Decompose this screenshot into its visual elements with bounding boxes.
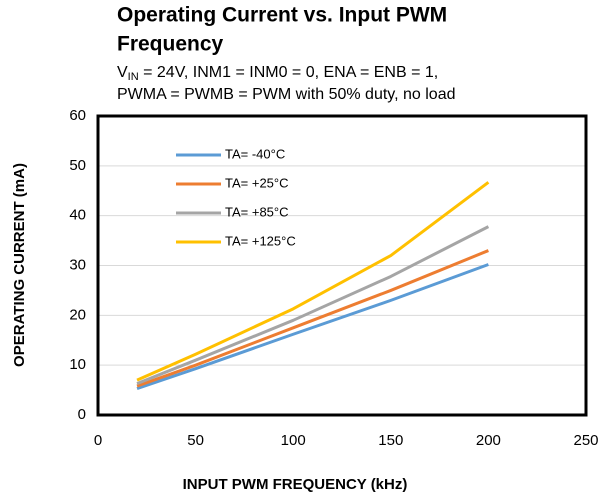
legend-label: TA= +25°C xyxy=(225,175,289,190)
series-line xyxy=(136,225,490,385)
chart-title: Operating Current vs. Input PWM xyxy=(117,4,447,27)
x-tick-label: 100 xyxy=(281,432,306,449)
subtitle-text: = 24V, INM1 = INM0 = 0, ENA = ENB = 1, xyxy=(139,64,439,81)
series-line xyxy=(136,181,490,382)
chart-subtitle: PWMA = PWMB = PWM with 50% duty, no load xyxy=(117,86,455,103)
y-tick-label: 40 xyxy=(69,207,86,224)
legend-label: TA= -40°C xyxy=(225,146,285,161)
y-tick-label: 20 xyxy=(69,306,86,323)
y-tick-label: 60 xyxy=(69,107,86,124)
y-axis-label: OPERATING CURRENT (mA) xyxy=(11,163,28,367)
legend-label: TA= +85°C xyxy=(225,204,289,219)
series-line xyxy=(136,249,489,388)
plot-frame xyxy=(96,114,588,417)
x-axis-label: INPUT PWM FREQUENCY (kHz) xyxy=(183,476,408,493)
chart-subtitle: VIN = 24V, INM1 = INM0 = 0, ENA = ENB = … xyxy=(117,64,438,83)
x-tick-label: 50 xyxy=(187,432,204,449)
y-tick-label: 10 xyxy=(69,356,86,373)
y-tick-label: 0 xyxy=(78,406,86,423)
subtitle-subscript: IN xyxy=(128,71,139,83)
x-tick-label: 250 xyxy=(573,432,598,449)
x-tick-label: 150 xyxy=(378,432,403,449)
y-tick-label: 30 xyxy=(69,256,86,273)
chart-title: Frequency xyxy=(117,33,224,56)
x-tick-label: 200 xyxy=(476,432,501,449)
legend-label: TA= +125°C xyxy=(225,233,296,248)
series-line xyxy=(136,263,489,391)
subtitle-text: V xyxy=(117,64,128,81)
x-tick-label: 0 xyxy=(94,432,102,449)
y-tick-label: 50 xyxy=(69,157,86,174)
